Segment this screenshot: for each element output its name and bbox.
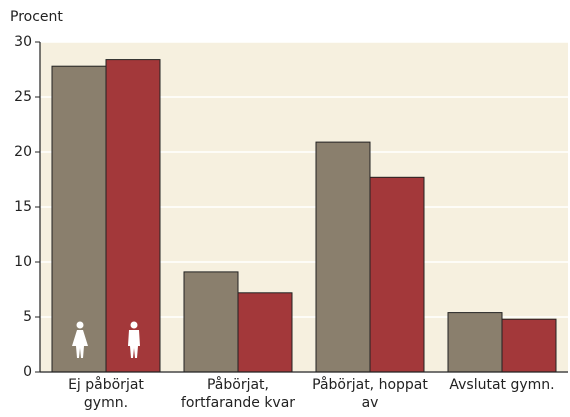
bar xyxy=(315,141,371,373)
x-tick-label: Påbörjat, hoppat av xyxy=(312,377,428,411)
bar xyxy=(237,292,293,373)
y-tick-label: 30 xyxy=(14,34,32,50)
bar xyxy=(501,318,557,373)
bar xyxy=(105,59,161,373)
y-tick-label: 0 xyxy=(23,364,32,380)
bar xyxy=(447,312,503,373)
bar xyxy=(183,271,239,373)
y-tick-label: 20 xyxy=(14,144,32,160)
male-icon xyxy=(128,321,140,358)
x-tick-label: Ej påbörjat gymn. xyxy=(68,377,144,411)
female-icon xyxy=(72,321,88,358)
y-tick-label: 25 xyxy=(14,89,32,105)
x-tick-label: Påbörjat, fortfarande kvar xyxy=(180,377,296,411)
y-tick-label: 10 xyxy=(14,254,32,270)
y-tick-label: 5 xyxy=(23,309,32,325)
x-tick-label: Avslutat gymn. xyxy=(449,377,555,393)
y-tick-label: 15 xyxy=(14,199,32,215)
bar xyxy=(369,176,425,373)
y-axis-label: Procent xyxy=(10,9,63,25)
